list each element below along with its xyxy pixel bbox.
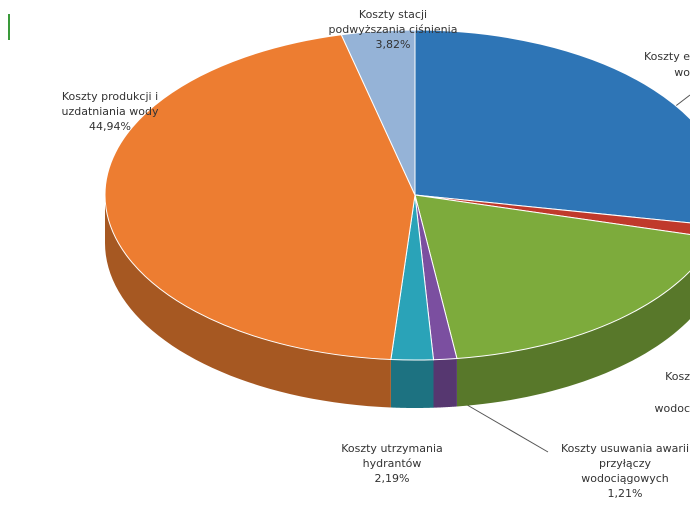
slice-label: uzdatniania wody	[61, 105, 159, 118]
value-label: 2,19%	[375, 472, 410, 485]
slice-label: Koszty produkcji i	[62, 90, 158, 103]
slice-label: Koszty utrzymania	[341, 442, 443, 455]
slice-side	[105, 195, 391, 408]
slice-label: podwyższania ciśnienia	[329, 23, 458, 36]
slice	[340, 29, 416, 196]
slice-side	[456, 271, 690, 407]
slice	[414, 194, 690, 360]
value-label: 3,82%	[376, 38, 411, 51]
value-label: 1,21%	[608, 487, 643, 500]
slice-label: przyłączy	[599, 457, 651, 470]
slice-label: Koszty usuwania awarii	[561, 442, 689, 455]
slice-label: wo	[674, 66, 690, 79]
slice-side	[390, 359, 434, 408]
slice-label: wodociągowych	[581, 472, 669, 485]
leader-line	[461, 401, 549, 453]
value-label: 44,94%	[89, 120, 131, 133]
slice	[414, 29, 690, 224]
slice-label: wodoc	[655, 402, 690, 415]
slice-label: Koszty stacji	[359, 8, 427, 21]
slice	[104, 34, 416, 361]
slice-label: hydrantów	[363, 457, 422, 470]
slice-label: Koszty e	[644, 50, 690, 63]
slice-side	[433, 358, 457, 408]
slice-label: Kosz	[665, 370, 690, 383]
